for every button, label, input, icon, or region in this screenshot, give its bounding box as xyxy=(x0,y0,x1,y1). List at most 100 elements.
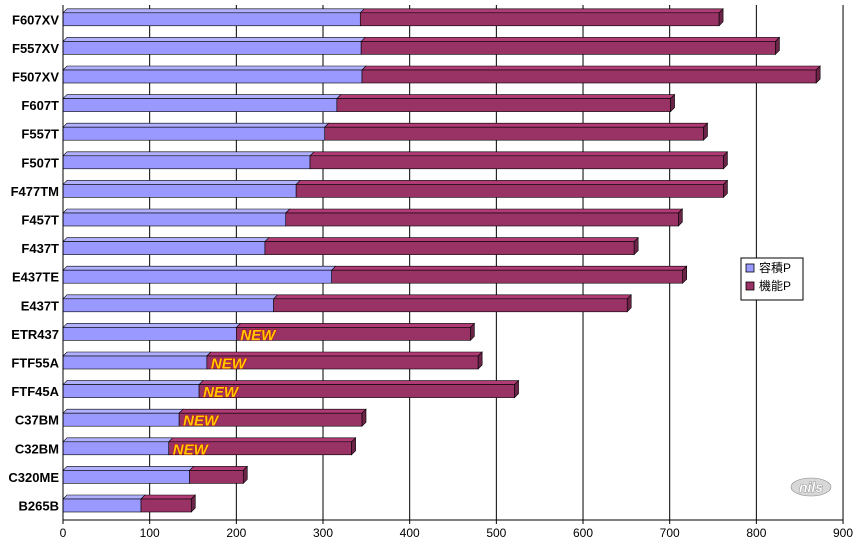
bar-top-0 xyxy=(62,323,242,328)
x-tick-label: 200 xyxy=(226,526,246,539)
bar-side xyxy=(470,322,475,342)
gridlines xyxy=(149,5,844,520)
category-label: F457T xyxy=(21,213,59,228)
category-label: ETR437 xyxy=(11,327,59,342)
bar-side xyxy=(514,379,519,399)
x-tick-label: 800 xyxy=(746,526,766,539)
legend: 容積P 機能P xyxy=(740,257,804,301)
bar-side xyxy=(815,65,821,84)
bar-top-0 xyxy=(62,494,146,500)
bar-function-F437T xyxy=(264,241,635,255)
x-axis: 0 100 200 300 400 500 600 700 800 900 xyxy=(60,5,853,539)
bar-side xyxy=(718,8,724,27)
bar-side xyxy=(775,36,780,56)
bar-side xyxy=(351,437,356,456)
bar-top-0 xyxy=(62,151,315,157)
bar-top-1 xyxy=(285,208,684,214)
x-tick-label: 300 xyxy=(313,526,333,539)
bar-top-1 xyxy=(336,94,676,99)
bar-top-1 xyxy=(359,8,724,14)
bar-top-0 xyxy=(62,208,291,214)
bar-top-0 xyxy=(62,294,279,300)
bar-top-0 xyxy=(62,265,337,271)
legend-label: 容積P xyxy=(759,260,791,275)
x-tick-label: 0 xyxy=(60,526,67,539)
bar-function-F607T xyxy=(336,98,671,112)
category-label: C37BM xyxy=(15,413,59,428)
bar-top-0 xyxy=(62,466,195,471)
category-label: E437TE xyxy=(12,270,59,285)
bar-top-0 xyxy=(62,122,330,128)
bar-volume-E437TE xyxy=(62,269,332,284)
category-label: C32BM xyxy=(15,441,59,456)
bar-top-0 xyxy=(62,65,367,71)
bar-top-1 xyxy=(140,494,196,500)
new-badges: NEW NEW NEW NEW NEW xyxy=(172,326,277,458)
bar-top-1 xyxy=(198,380,520,385)
bar-function-F457T xyxy=(285,212,679,227)
bar-volume-F457T xyxy=(62,212,287,227)
bar-function-F607XV xyxy=(359,12,720,27)
bar-volume-F507XV xyxy=(62,69,363,84)
bar-side xyxy=(723,179,728,199)
x-tick-label: 100 xyxy=(140,526,160,539)
category-label: F607XV xyxy=(12,12,59,27)
bar-side xyxy=(477,351,483,370)
bar-top-1 xyxy=(264,237,639,242)
legend-label: 機能P xyxy=(759,278,791,293)
bar-function-B265B xyxy=(140,498,192,513)
bar-top-0 xyxy=(62,8,366,14)
bar-top-0 xyxy=(62,437,174,443)
bar-top-1 xyxy=(360,37,781,42)
bar-side xyxy=(723,151,728,170)
bar-volume-FTF45A xyxy=(62,384,200,398)
bar-volume-F557XV xyxy=(62,41,362,55)
bar-side xyxy=(361,408,367,427)
bar-function-C320ME xyxy=(189,470,244,484)
x-tick-label: 600 xyxy=(573,526,593,539)
bar-volume-C32BM xyxy=(62,441,170,456)
bar-top-1 xyxy=(309,151,729,157)
bar-function-F477TM xyxy=(295,184,724,198)
bar-top-0 xyxy=(62,408,184,414)
logo-badge xyxy=(790,477,832,497)
bar-side xyxy=(670,93,675,113)
bar-function-F557XV xyxy=(360,41,776,55)
bar-side xyxy=(682,265,687,284)
bars xyxy=(62,8,821,513)
bar-function-F507XV xyxy=(361,69,817,84)
bar-volume-F557T xyxy=(62,126,326,141)
legend-swatch xyxy=(745,281,755,291)
new-badge: NEW xyxy=(183,413,220,430)
bar-function-F557T xyxy=(324,126,704,141)
category-label: F477TM xyxy=(11,184,59,199)
bar-top-0 xyxy=(62,351,212,357)
bar-top-1 xyxy=(295,180,729,185)
bar-side xyxy=(633,236,639,256)
category-label: F557T xyxy=(21,127,59,142)
bar-function-FTF55A xyxy=(206,355,479,370)
bar-volume-ETR437 xyxy=(62,327,237,341)
category-label: F507T xyxy=(21,155,59,170)
logo-text: nils xyxy=(799,479,823,495)
bar-side xyxy=(626,294,632,313)
bar-volume-C37BM xyxy=(62,412,180,427)
bar-function-E437T xyxy=(273,298,628,313)
bar-top-0 xyxy=(62,380,204,385)
x-tick-label: 500 xyxy=(486,526,506,539)
bar-volume-FTF55A xyxy=(62,355,208,370)
bar-top-0 xyxy=(62,94,342,99)
category-label: F557XV xyxy=(12,41,59,56)
bar-top-1 xyxy=(206,351,483,357)
category-label: FTF55A xyxy=(11,356,59,371)
bar-volume-F437T xyxy=(62,241,266,255)
bar-top-1 xyxy=(361,65,821,71)
bar-side xyxy=(703,122,708,141)
bar-top-0 xyxy=(62,37,366,42)
x-tick-label: 400 xyxy=(400,526,420,539)
bar-volume-B265B xyxy=(62,498,142,513)
legend-swatch xyxy=(745,263,755,273)
category-label: FTF45A xyxy=(11,384,59,399)
x-tick-label: 900 xyxy=(833,526,853,539)
bar-top-1 xyxy=(188,466,248,471)
